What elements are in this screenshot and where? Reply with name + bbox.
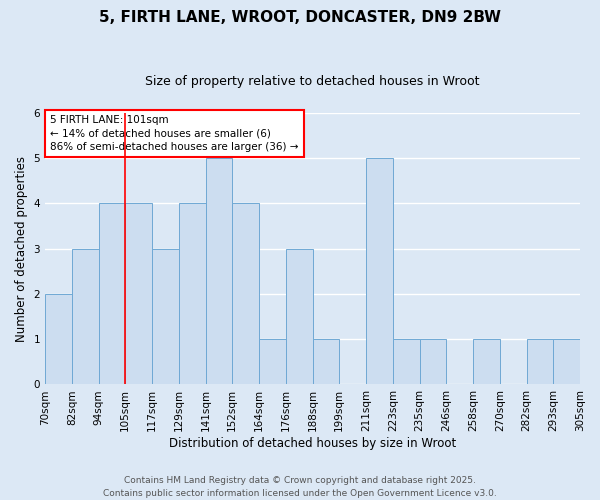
Bar xyxy=(45,294,72,384)
Bar xyxy=(419,339,446,384)
Text: 5 FIRTH LANE: 101sqm
← 14% of detached houses are smaller (6)
86% of semi-detach: 5 FIRTH LANE: 101sqm ← 14% of detached h… xyxy=(50,116,299,152)
Text: 5, FIRTH LANE, WROOT, DONCASTER, DN9 2BW: 5, FIRTH LANE, WROOT, DONCASTER, DN9 2BW xyxy=(99,10,501,25)
Bar xyxy=(98,204,125,384)
Bar xyxy=(179,204,206,384)
X-axis label: Distribution of detached houses by size in Wroot: Distribution of detached houses by size … xyxy=(169,437,456,450)
Bar xyxy=(152,248,179,384)
Bar xyxy=(366,158,393,384)
Bar xyxy=(393,339,419,384)
Bar xyxy=(259,339,286,384)
Text: Contains HM Land Registry data © Crown copyright and database right 2025.
Contai: Contains HM Land Registry data © Crown c… xyxy=(103,476,497,498)
Bar xyxy=(206,158,232,384)
Bar xyxy=(72,248,98,384)
Bar xyxy=(527,339,553,384)
Bar xyxy=(313,339,339,384)
Bar xyxy=(286,248,313,384)
Bar xyxy=(232,204,259,384)
Title: Size of property relative to detached houses in Wroot: Size of property relative to detached ho… xyxy=(145,75,480,88)
Bar xyxy=(473,339,500,384)
Bar xyxy=(553,339,580,384)
Y-axis label: Number of detached properties: Number of detached properties xyxy=(15,156,28,342)
Bar xyxy=(125,204,152,384)
